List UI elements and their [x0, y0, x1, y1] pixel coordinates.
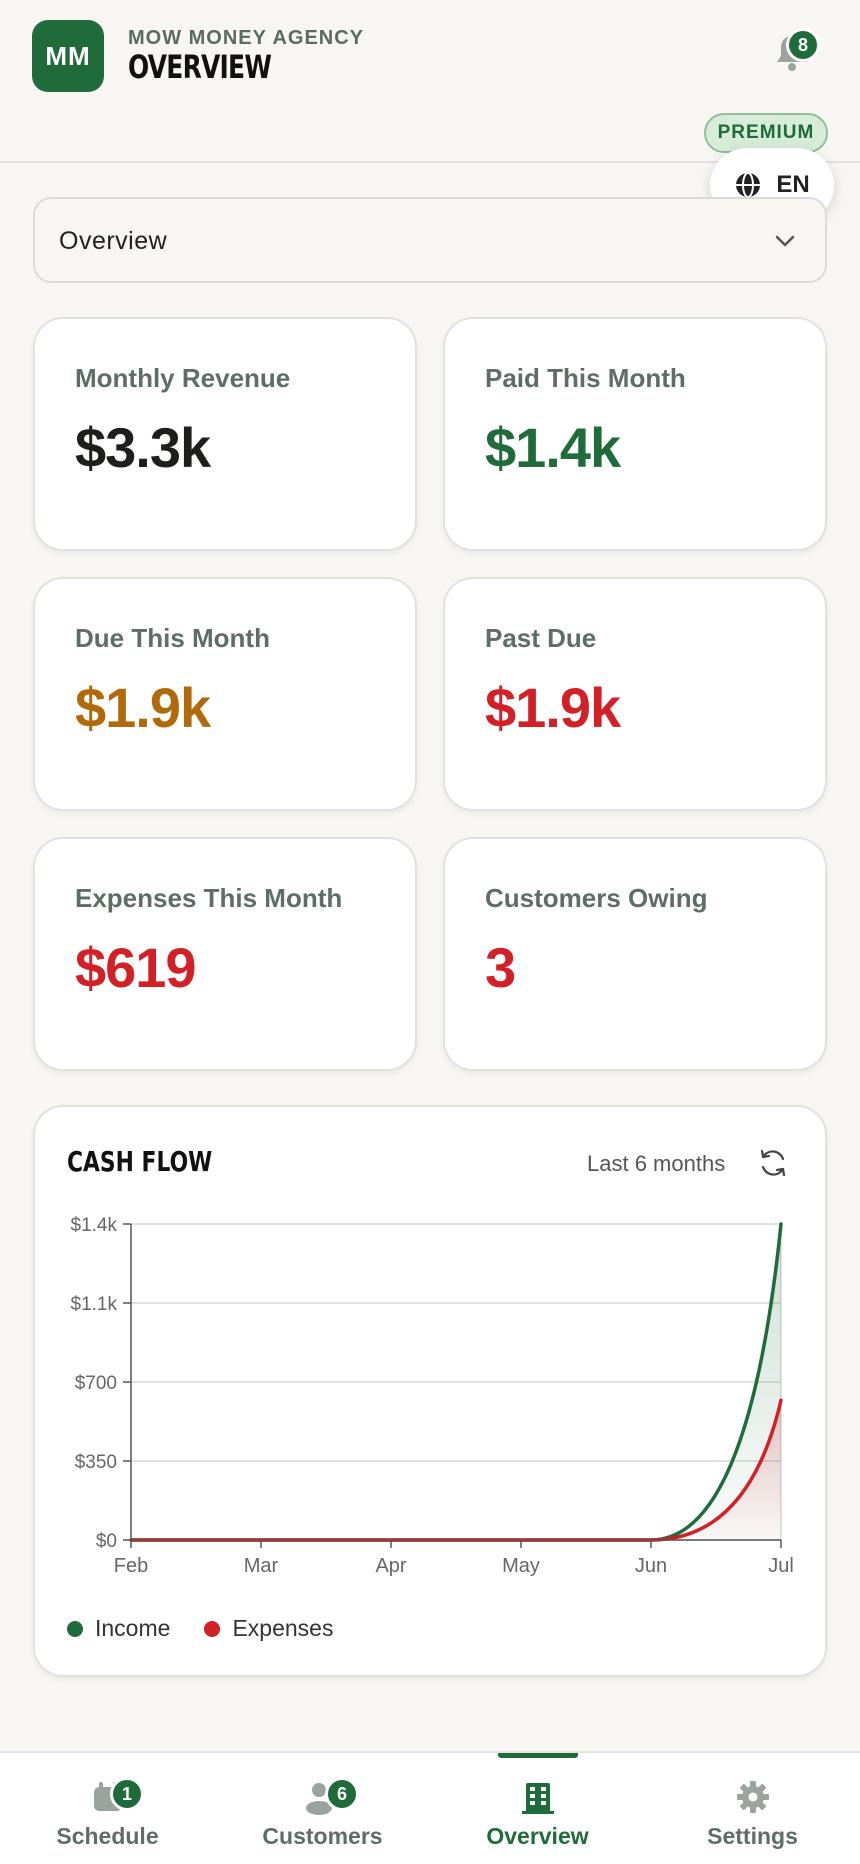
bottom-nav: 1 Schedule 6 Customers Overview	[0, 1751, 860, 1864]
series-line-expenses	[129, 1398, 783, 1542]
stat-card-expenses-this-month[interactable]: Expenses This Month $619	[33, 837, 417, 1071]
stat-card-customers-owing[interactable]: Customers Owing 3	[443, 837, 827, 1071]
legend-dot	[204, 1620, 221, 1637]
cash-flow-chart: $0 $350 $700 $1.1k $1.4k Feb Mar Apr May Jun Jul	[71, 1215, 794, 1577]
building-icon	[521, 1783, 554, 1814]
stat-card-past-due[interactable]: Past Due $1.9k	[443, 577, 827, 811]
series-area-expenses	[131, 1400, 781, 1540]
stat-card-due-this-month[interactable]: Due This Month $1.9k	[33, 577, 417, 811]
chart-range-label[interactable]: Last 6 months	[587, 1151, 726, 1176]
nav-label: Overview	[486, 1823, 589, 1849]
stat-label: Due This Month	[75, 623, 270, 653]
stat-label: Monthly Revenue	[75, 363, 291, 393]
stat-card-paid-this-month[interactable]: Paid This Month $1.4k	[443, 317, 827, 551]
refresh-icon[interactable]	[757, 1147, 789, 1179]
globe-icon	[736, 172, 761, 198]
y-tick-label: $700	[75, 1373, 117, 1394]
logo-initials: MM	[45, 40, 91, 71]
legend-item-expenses[interactable]: Expenses	[204, 1615, 333, 1642]
x-tick-label: Jun	[635, 1555, 667, 1577]
chevron-down-icon	[775, 235, 795, 247]
notification-badge: 8	[786, 28, 820, 62]
stat-value: $3.3k	[75, 416, 211, 479]
nav-active-indicator	[498, 1753, 578, 1758]
series-area-income	[131, 1224, 781, 1540]
stat-label: Customers Owing	[485, 883, 708, 913]
stat-label: Past Due	[485, 623, 597, 653]
view-select[interactable]: Overview	[33, 197, 827, 283]
stat-value: $1.4k	[485, 416, 621, 479]
stat-value: $619	[75, 936, 197, 999]
gear-icon	[736, 1781, 769, 1813]
y-tick-label: $1.1k	[71, 1294, 118, 1315]
premium-badge: PREMIUM	[704, 113, 828, 153]
y-tick-label: $350	[75, 1452, 117, 1473]
customers-badge: 6	[325, 1777, 359, 1811]
cash-flow-card: CASH FLOW Last 6 months $0 $350 $700 $1.1k $…	[33, 1105, 827, 1677]
agency-logo[interactable]: MM	[32, 20, 104, 92]
nav-tab-schedule[interactable]: 1 Schedule	[0, 1753, 215, 1864]
x-tick-label: Jul	[768, 1555, 794, 1577]
x-tick-label: Apr	[375, 1555, 406, 1577]
x-tick-label: May	[502, 1555, 540, 1577]
x-tick-label: Mar	[244, 1555, 279, 1577]
y-tick-label: $0	[96, 1531, 117, 1552]
view-select-value: Overview	[59, 227, 168, 255]
page-title: OVERVIEW	[128, 48, 272, 86]
chart-title: CASH FLOW	[67, 1145, 213, 1178]
nav-label: Settings	[707, 1823, 798, 1849]
nav-tab-overview[interactable]: Overview	[430, 1753, 645, 1864]
stat-value: 3	[485, 936, 516, 999]
schedule-badge: 1	[110, 1777, 144, 1811]
stat-value: $1.9k	[75, 676, 211, 739]
nav-tab-customers[interactable]: 6 Customers	[215, 1753, 430, 1864]
x-tick-label: Feb	[114, 1555, 148, 1577]
nav-label: Schedule	[56, 1823, 159, 1849]
legend-label: Expenses	[232, 1615, 334, 1641]
language-label: EN	[776, 171, 810, 198]
legend-dot	[67, 1620, 83, 1637]
y-tick-label: $1.4k	[71, 1215, 118, 1236]
legend-label: Income	[95, 1615, 171, 1641]
nav-tab-settings[interactable]: Settings	[645, 1753, 860, 1864]
stat-card-monthly-revenue[interactable]: Monthly Revenue $3.3k	[33, 317, 417, 551]
app-header: MM MOW MONEY AGENCY OVERVIEW 8 PREMIUM	[0, 0, 860, 163]
nav-label: Customers	[262, 1823, 383, 1849]
stat-value: $1.9k	[485, 676, 621, 739]
stat-label: Expenses This Month	[75, 883, 343, 913]
chart-legend: Income Expenses	[67, 1615, 333, 1642]
customers-icon	[305, 1783, 332, 1815]
stat-label: Paid This Month	[485, 363, 686, 393]
legend-item-income[interactable]: Income	[67, 1615, 170, 1642]
agency-name: MOW MONEY AGENCY	[128, 27, 365, 49]
